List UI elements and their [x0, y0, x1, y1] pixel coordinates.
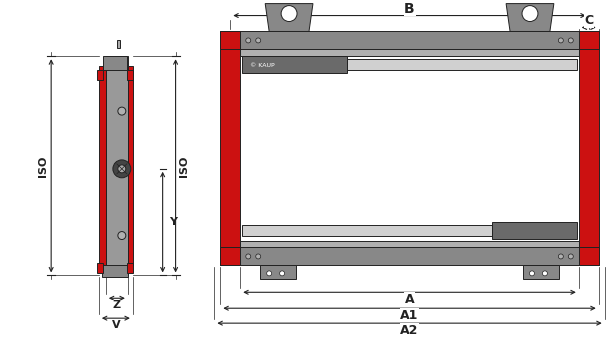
Circle shape [280, 271, 285, 276]
Circle shape [256, 38, 261, 43]
Circle shape [281, 6, 297, 21]
Bar [242, 225, 492, 236]
Bar [102, 266, 128, 277]
Circle shape [118, 107, 126, 115]
Text: Z: Z [113, 300, 121, 310]
Circle shape [118, 231, 126, 240]
Circle shape [558, 254, 563, 259]
Circle shape [246, 38, 251, 43]
Circle shape [267, 271, 272, 276]
Bar [579, 31, 599, 49]
Bar [220, 247, 599, 266]
Circle shape [569, 38, 573, 43]
Bar [220, 49, 241, 247]
Circle shape [569, 254, 573, 259]
Circle shape [529, 271, 534, 276]
Text: © KAUP: © KAUP [250, 63, 275, 68]
Circle shape [558, 38, 563, 43]
Circle shape [522, 6, 538, 21]
Bar [103, 56, 127, 70]
Text: B: B [404, 1, 415, 16]
Text: A2: A2 [400, 324, 419, 337]
Text: ISO: ISO [179, 155, 188, 177]
Bar [97, 263, 103, 273]
Bar [97, 70, 103, 80]
Circle shape [113, 160, 131, 178]
Bar [106, 56, 128, 276]
Bar [127, 70, 133, 80]
Text: A1: A1 [400, 309, 419, 322]
Bar [242, 56, 347, 73]
Text: A: A [405, 293, 414, 306]
Text: ISO: ISO [38, 155, 48, 177]
Bar [127, 263, 133, 273]
Polygon shape [265, 4, 313, 31]
Bar [347, 59, 577, 70]
Bar [128, 66, 133, 266]
Bar [260, 266, 296, 279]
Bar [118, 41, 121, 48]
Bar [220, 247, 241, 266]
Bar [492, 222, 577, 239]
Bar [523, 266, 559, 279]
Bar [220, 31, 241, 49]
Bar [241, 241, 579, 247]
Circle shape [246, 254, 251, 259]
Circle shape [542, 271, 547, 276]
Text: V: V [111, 320, 120, 330]
Bar [99, 66, 106, 266]
Circle shape [256, 254, 261, 259]
Bar [579, 49, 599, 247]
Text: Y: Y [169, 217, 177, 227]
Polygon shape [506, 4, 554, 31]
Circle shape [118, 165, 126, 173]
Bar [220, 31, 599, 49]
Bar [241, 49, 579, 56]
Bar [579, 247, 599, 266]
Text: C: C [584, 14, 593, 27]
